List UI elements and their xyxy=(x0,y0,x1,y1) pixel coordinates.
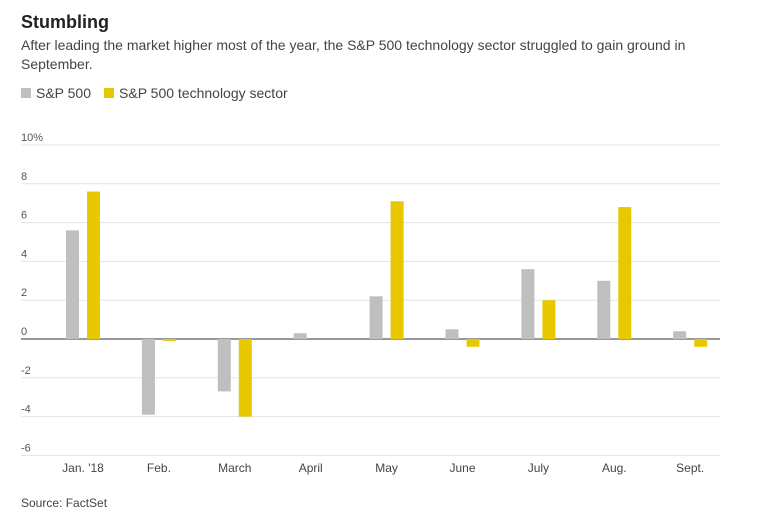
x-tick-label: April xyxy=(299,461,323,475)
x-tick-label: June xyxy=(449,461,475,475)
bar-tech-7 xyxy=(618,207,632,339)
legend-swatch-tech xyxy=(104,88,115,98)
bar-sp500-0 xyxy=(66,230,79,339)
bar-tech-8 xyxy=(694,339,708,347)
legend-swatch-sp500 xyxy=(21,88,31,98)
chart-title: Stumbling xyxy=(21,12,109,32)
x-tick-label: March xyxy=(218,461,251,475)
y-tick-label: 10% xyxy=(21,132,43,144)
legend: S&P 500 S&P 500 technology sector xyxy=(21,85,301,101)
bar-sp500-4 xyxy=(369,296,383,339)
bar-tech-6 xyxy=(542,300,556,339)
x-tick-label: July xyxy=(528,461,549,475)
y-tick-label: -2 xyxy=(21,365,31,377)
y-tick-label: 8 xyxy=(21,171,27,183)
x-tick-label: May xyxy=(375,461,398,475)
bar-tech-2 xyxy=(238,339,252,417)
x-tick-label: Aug. xyxy=(602,461,627,475)
x-tick-label: Sept. xyxy=(676,461,704,475)
legend-label-sp500: S&P 500 xyxy=(36,85,92,101)
bar-tech-0 xyxy=(87,191,100,339)
legend-label-tech: S&P 500 technology sector xyxy=(119,85,288,101)
bar-sp500-2 xyxy=(217,339,231,392)
y-tick-label: 0 xyxy=(21,326,27,338)
bar-sp500-3 xyxy=(293,333,307,339)
x-tick-label: Feb. xyxy=(147,461,171,475)
x-tick-label: Jan. '18 xyxy=(62,461,104,475)
bar-sp500-5 xyxy=(445,329,459,339)
y-tick-label: 4 xyxy=(21,248,27,260)
legend-item-sp500: S&P 500 xyxy=(21,85,91,101)
legend-item-tech: S&P 500 technology sector xyxy=(104,85,288,101)
bar-tech-5 xyxy=(466,339,480,347)
source-note: Source: FactSet xyxy=(21,496,108,510)
bar-tech-4 xyxy=(390,201,404,339)
bar-tech-1 xyxy=(162,339,176,341)
y-tick-label: 6 xyxy=(21,210,27,222)
bar-sp500-7 xyxy=(597,280,611,339)
y-tick-label: -6 xyxy=(21,442,31,454)
bar-sp500-6 xyxy=(521,269,535,339)
chart-subtitle: After leading the market higher most of … xyxy=(21,37,686,72)
y-tick-label: -4 xyxy=(21,404,31,416)
bar-sp500-1 xyxy=(141,339,155,415)
y-tick-label: 2 xyxy=(21,287,27,299)
bar-sp500-8 xyxy=(673,331,687,339)
